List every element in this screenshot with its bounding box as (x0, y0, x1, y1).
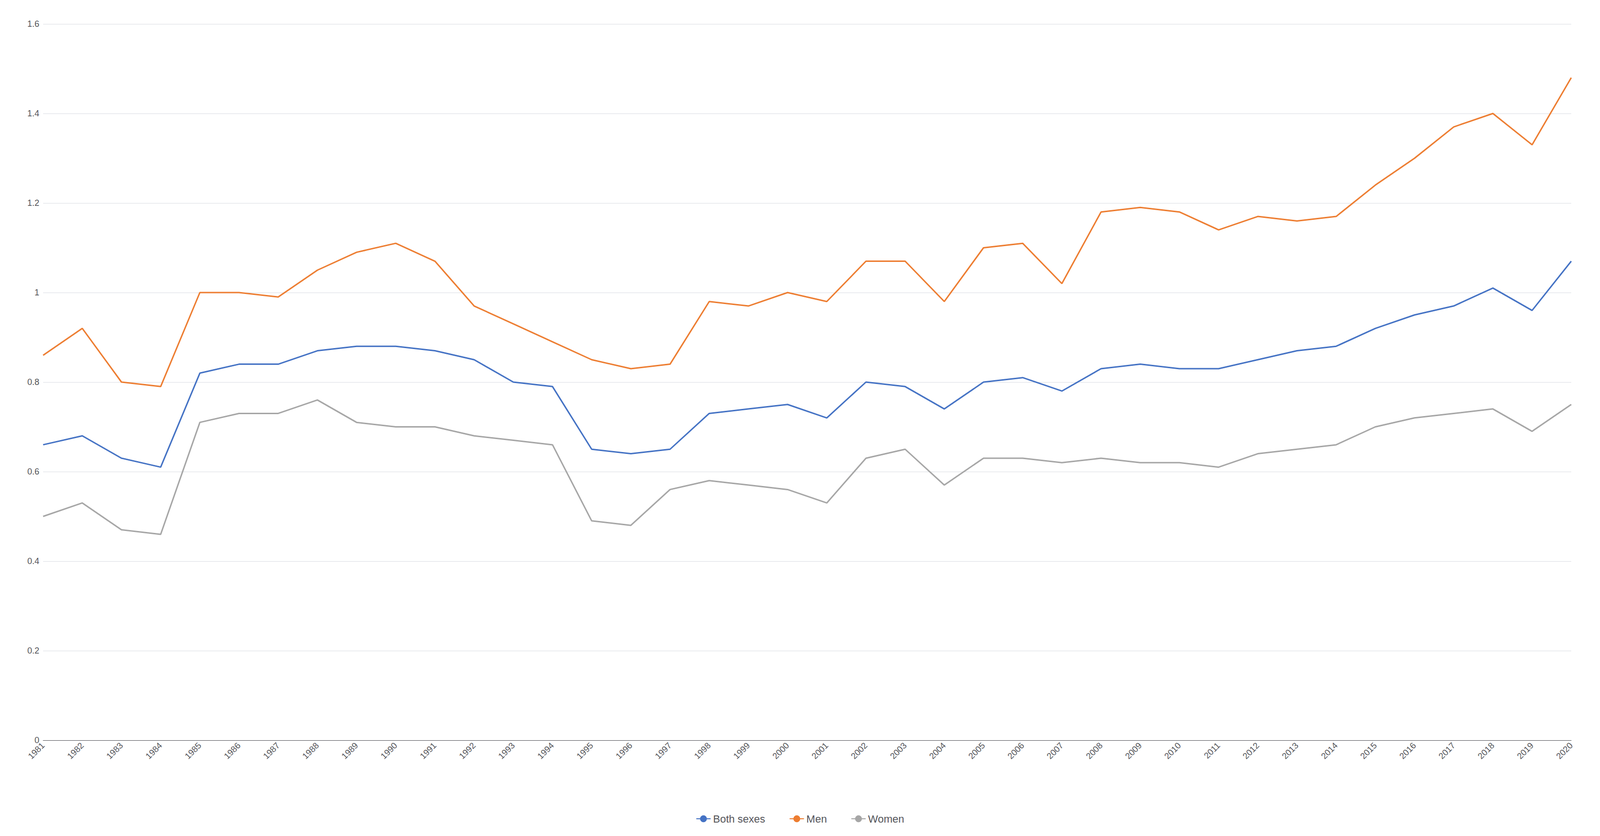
svg-text:1993: 1993 (496, 741, 517, 762)
svg-text:1.2: 1.2 (27, 198, 40, 208)
svg-text:1991: 1991 (418, 741, 439, 762)
svg-text:1984: 1984 (143, 741, 164, 762)
svg-text:1994: 1994 (535, 741, 556, 762)
svg-text:0.8: 0.8 (27, 377, 40, 388)
svg-text:2004: 2004 (927, 741, 948, 762)
svg-text:0.2: 0.2 (27, 646, 40, 656)
svg-text:1987: 1987 (261, 741, 282, 762)
svg-text:Both sexes: Both sexes (712, 813, 766, 826)
svg-text:2013: 2013 (1280, 741, 1301, 762)
svg-text:1992: 1992 (457, 741, 478, 762)
svg-text:1995: 1995 (574, 741, 595, 762)
svg-text:0.4: 0.4 (27, 556, 40, 567)
svg-text:2020: 2020 (1554, 741, 1575, 762)
svg-text:1989: 1989 (339, 741, 360, 762)
svg-text:2001: 2001 (810, 741, 831, 762)
svg-text:1998: 1998 (692, 741, 713, 762)
svg-text:2016: 2016 (1397, 741, 1418, 762)
svg-text:2012: 2012 (1240, 741, 1261, 762)
svg-text:2017: 2017 (1436, 741, 1457, 762)
svg-text:1990: 1990 (378, 741, 400, 762)
svg-text:2005: 2005 (966, 741, 987, 762)
svg-text:2015: 2015 (1358, 741, 1379, 762)
svg-text:0.6: 0.6 (27, 467, 40, 477)
svg-text:1999: 1999 (731, 741, 752, 762)
svg-text:Men: Men (806, 813, 827, 826)
svg-text:2019: 2019 (1515, 741, 1536, 762)
svg-text:1.6: 1.6 (27, 19, 40, 29)
svg-text:1: 1 (34, 287, 40, 298)
svg-text:2006: 2006 (1005, 741, 1027, 762)
svg-text:1996: 1996 (614, 741, 635, 762)
svg-text:2003: 2003 (888, 741, 909, 762)
svg-text:1985: 1985 (182, 741, 204, 762)
svg-text:1983: 1983 (104, 741, 125, 762)
svg-text:1.4: 1.4 (27, 108, 40, 119)
svg-text:2002: 2002 (848, 741, 869, 762)
svg-text:2018: 2018 (1475, 741, 1497, 762)
svg-text:2011: 2011 (1201, 741, 1222, 761)
svg-text:2009: 2009 (1123, 741, 1144, 762)
svg-text:1988: 1988 (300, 741, 321, 762)
svg-text:1982: 1982 (65, 741, 86, 762)
svg-text:2007: 2007 (1044, 741, 1065, 762)
svg-text:2000: 2000 (770, 741, 791, 762)
svg-text:1981: 1981 (26, 741, 47, 762)
svg-text:2010: 2010 (1162, 741, 1183, 762)
svg-text:Women: Women (868, 813, 904, 826)
svg-text:1997: 1997 (652, 741, 674, 762)
svg-text:2014: 2014 (1319, 741, 1340, 762)
svg-text:2008: 2008 (1084, 741, 1105, 762)
svg-text:0: 0 (34, 735, 40, 746)
svg-text:1986: 1986 (222, 741, 243, 762)
